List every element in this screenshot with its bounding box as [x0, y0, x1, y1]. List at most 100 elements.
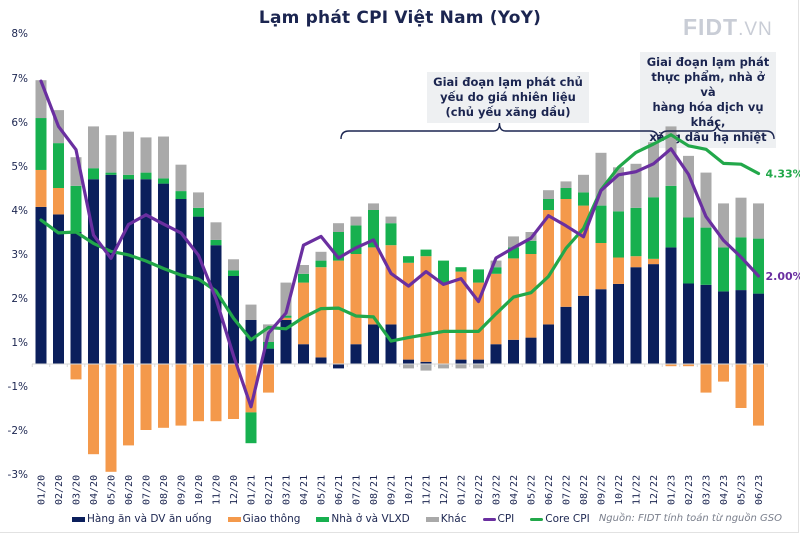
- bar-segment-transport: [560, 199, 572, 307]
- x-tick-label: 05/20: [107, 475, 118, 505]
- y-tick-label: -3%: [8, 469, 28, 481]
- bar-segment-food: [560, 306, 572, 364]
- x-tick-label: 06/23: [754, 475, 765, 505]
- bar-segment-food: [70, 232, 82, 364]
- annotation-food-housing-period: Giai đoạn lạm phát thực phẩm, nhà ở và h…: [640, 52, 776, 148]
- x-tick-label: 06/22: [544, 475, 555, 505]
- bar-segment-housing: [543, 199, 554, 210]
- bar-segment-housing: [665, 185, 677, 248]
- bar-segment-other: [455, 364, 467, 369]
- y-axis: 8% 7% 6% 5% 4% 3% 2% 1% -1% -2% -3%: [8, 28, 28, 481]
- x-tick-label: 03/21: [282, 475, 293, 505]
- bar-segment-other: [543, 190, 554, 199]
- end-label-cpi: 2.00%: [766, 270, 800, 283]
- bar-segment-housing: [648, 197, 659, 259]
- x-tick-label: 10/20: [194, 475, 205, 505]
- bar-segment-other: [70, 157, 82, 186]
- bar-segment-food: [700, 284, 712, 364]
- bar-segment-housing: [35, 118, 47, 170]
- x-tick-label: 07/21: [352, 475, 363, 505]
- bar-segment-housing: [613, 211, 624, 258]
- bar-segment-transport: [455, 271, 467, 360]
- bar-segment-food: [35, 206, 47, 364]
- bar-segment-transport: [105, 364, 117, 472]
- bar-segment-food: [490, 344, 502, 364]
- bar-segment-other: [648, 142, 659, 198]
- bar-segment-transport: [298, 282, 309, 345]
- legend-swatch: [425, 516, 439, 522]
- annotation-line: Giai đoạn lạm phát chủ: [433, 75, 583, 89]
- legend-item-other: Khác: [425, 513, 467, 525]
- bar-segment-other: [683, 155, 694, 218]
- bar-segment-other: [193, 192, 204, 208]
- bar-segment-other: [578, 174, 589, 193]
- bar-segment-transport: [175, 364, 187, 426]
- bar-segment-other: [560, 181, 572, 188]
- bar-segment-food: [210, 245, 222, 364]
- end-labels: 4.33% 2.00%: [766, 167, 800, 283]
- bar-segment-food: [403, 359, 414, 364]
- bar-segment-housing: [700, 227, 712, 285]
- x-tick-label: 06/21: [334, 475, 345, 505]
- bar-segment-housing: [333, 232, 344, 261]
- bar-segment-other: [350, 216, 362, 226]
- legend-label: Khác: [440, 513, 467, 525]
- y-tick-label: 1%: [11, 337, 28, 349]
- bar-segment-other: [473, 364, 484, 369]
- bar-segment-housing: [455, 267, 467, 272]
- bar-segment-transport: [718, 364, 729, 382]
- x-tick-label: 02/22: [474, 475, 485, 505]
- stacked-bars: [35, 80, 764, 472]
- bar-segment-housing: [53, 143, 64, 188]
- bar-segment-transport: [245, 364, 257, 413]
- x-tick-label: 05/22: [527, 475, 538, 505]
- x-tick-label: 09/21: [387, 475, 398, 505]
- bar-segment-transport: [438, 282, 449, 364]
- x-tick-label: 08/20: [159, 475, 170, 505]
- annotation-line: thực phẩm, nhà ở và: [651, 70, 765, 99]
- annotation-line: Giai đoạn lạm phát: [646, 55, 770, 69]
- bar-segment-transport: [333, 260, 344, 364]
- x-tick-label: 01/22: [457, 475, 468, 505]
- bar-segment-other: [158, 136, 169, 179]
- x-tick-label: 07/20: [142, 475, 153, 505]
- x-tick-label: 03/20: [72, 475, 83, 505]
- bar-segment-food: [718, 291, 729, 364]
- x-tick-label: 04/20: [89, 475, 100, 505]
- bar-segment-other: [368, 203, 379, 210]
- x-tick-label: 01/23: [667, 475, 678, 505]
- legend-item-housing: Nhà ở và VLXD: [316, 513, 410, 525]
- bar-segment-transport: [613, 257, 624, 284]
- legend-label: Hàng ăn và DV ăn uống: [87, 513, 212, 525]
- bar-segment-housing: [420, 249, 432, 257]
- y-tick-label: -2%: [8, 425, 28, 437]
- bar-segment-housing: [315, 260, 327, 268]
- bar-segment-transport: [578, 205, 589, 296]
- legend-label: CPI: [497, 513, 515, 525]
- bar-segment-food: [315, 357, 327, 364]
- legend-item-cpi: CPI: [482, 513, 515, 525]
- bar-segment-housing: [403, 256, 414, 263]
- bar-segment-transport: [490, 273, 502, 345]
- legend-label: Core CPI: [545, 513, 590, 525]
- x-tick-label: 11/20: [212, 475, 223, 505]
- bar-segment-food: [333, 364, 344, 369]
- bar-segment-transport: [735, 364, 747, 408]
- bar-segment-transport: [280, 317, 292, 320]
- bar-segment-food: [613, 283, 624, 364]
- bar-segment-transport: [263, 364, 274, 393]
- bar-segment-food: [350, 344, 362, 364]
- bar-segment-food: [193, 216, 204, 364]
- bar-segment-other: [280, 282, 292, 316]
- bar-segment-transport: [140, 364, 152, 430]
- legend-swatch: [72, 516, 85, 522]
- bar-segment-housing: [263, 342, 274, 349]
- bar-segment-housing: [193, 207, 204, 217]
- y-tick-label: 2%: [11, 293, 28, 305]
- bar-segment-other: [228, 259, 239, 271]
- bar-segment-transport: [648, 258, 659, 265]
- bar-segment-transport: [315, 267, 327, 358]
- x-tick-label: 05/23: [737, 475, 748, 505]
- bar-segment-housing: [753, 238, 764, 294]
